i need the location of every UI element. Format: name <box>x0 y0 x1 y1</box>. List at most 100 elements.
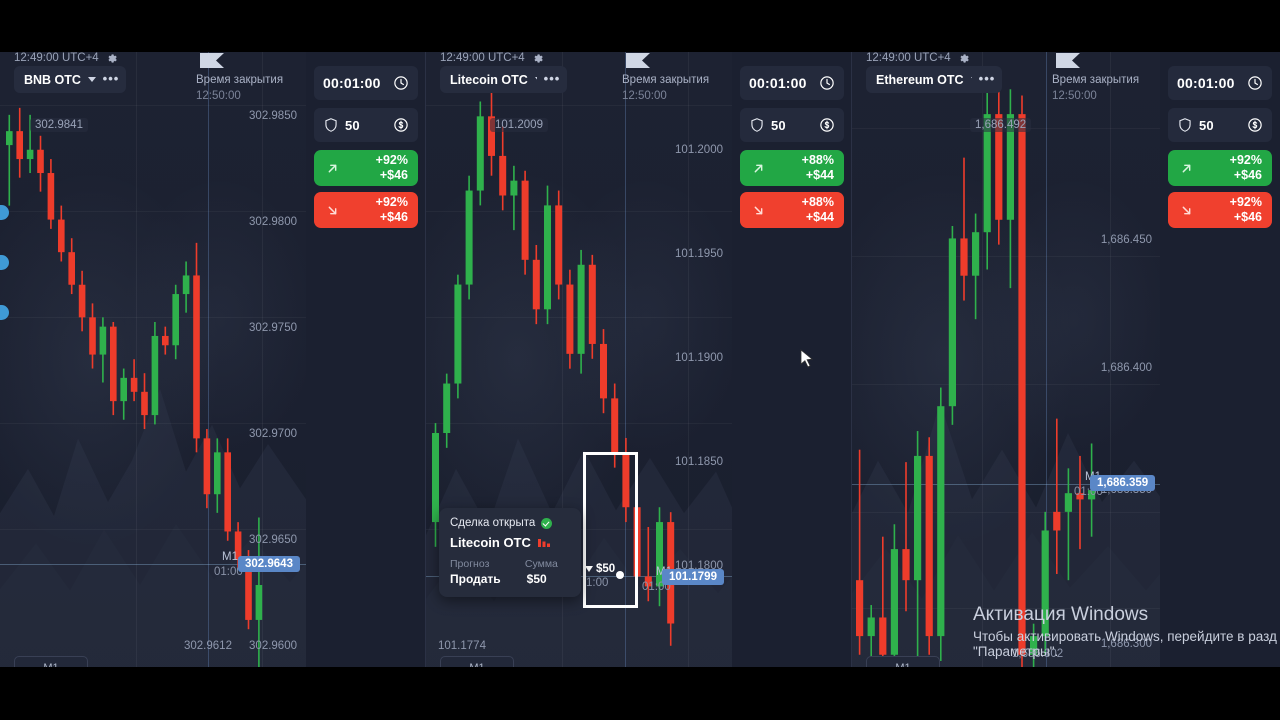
buy-up-button-litecoin[interactable]: +88% +$44 <box>740 150 844 186</box>
expiry-block-bnb[interactable]: 00:01:00 <box>314 66 418 100</box>
amount-group: 50 <box>1177 117 1214 133</box>
current-price-badge-litecoin: 101.1799 <box>662 569 724 585</box>
triangle-down-icon <box>585 566 593 572</box>
axis-price-label: 101.1850 <box>675 456 723 468</box>
deal-column-values: Продать $50 <box>450 572 570 586</box>
order-amount-marker: $50 <box>585 563 615 575</box>
sell-down-button-ethereum[interactable]: +92% +$46 <box>1168 192 1272 228</box>
server-time-row-litecoin: 12:49:00 UTC+4 <box>440 52 543 64</box>
grid-line <box>852 512 1160 513</box>
chart-panel-litecoin[interactable]: Litecoin OTC ••• 12:49:00 UTC+4 101.2009… <box>426 0 852 720</box>
candlestick-series-litecoin <box>432 76 675 646</box>
asset-name-label: Ethereum OTC <box>876 72 964 87</box>
axis-corner-price-bnb: 302.9612 <box>184 640 232 652</box>
candlestick-series-ethereum <box>856 76 1096 717</box>
panel-more-menu-ethereum[interactable]: ••• <box>972 66 1002 93</box>
candlestick-series-bnb <box>6 107 263 686</box>
chart-panel-bnb[interactable]: BNB OTC ••• 12:49:00 UTC+4 302.9841 302.… <box>0 0 426 720</box>
amount-block-bnb[interactable]: 50 <box>314 108 418 142</box>
arrow-down-right-icon <box>754 206 763 214</box>
amount-value: 50 <box>1199 117 1214 133</box>
scale-handle-chip[interactable] <box>0 255 9 270</box>
chart-background <box>852 52 1160 720</box>
grid-line <box>0 423 306 424</box>
asset-name-label: Litecoin OTC <box>450 72 528 87</box>
panel-more-menu-litecoin[interactable]: ••• <box>537 66 567 93</box>
expiry-block-ethereum[interactable]: 00:01:00 <box>1168 66 1272 100</box>
crosshair-vertical <box>625 52 626 720</box>
arrow-down-right-icon <box>1182 206 1191 214</box>
deal-opened-popup[interactable]: Сделка открыта Litecoin OTC Прогноз Сумм… <box>439 508 581 597</box>
sell-down-payout: +$46 <box>1233 210 1262 224</box>
watermark-line-1: Чтобы активировать Windows, перейдите в … <box>973 629 1277 644</box>
amount-block-ethereum[interactable]: 50 <box>1168 108 1272 142</box>
scale-handle-chip[interactable] <box>0 205 9 220</box>
amount-block-litecoin[interactable]: 50 <box>740 108 844 142</box>
current-price-chip-litecoin: 101.2009 <box>490 118 548 132</box>
buy-up-text: +88% +$44 <box>777 153 834 183</box>
asset-selector-ethereum[interactable]: Ethereum OTC <box>866 66 989 93</box>
buy-up-button-bnb[interactable]: +92% +$46 <box>314 150 418 186</box>
buy-up-button-ethereum[interactable]: +92% +$46 <box>1168 150 1272 186</box>
expiry-flag-icon <box>1056 53 1080 68</box>
gear-icon[interactable] <box>532 53 543 64</box>
chart-area-bnb[interactable] <box>0 52 306 720</box>
gear-icon[interactable] <box>106 53 117 64</box>
close-time-label-bnb: Время закрытия <box>196 74 284 86</box>
asset-selector-litecoin[interactable]: Litecoin OTC <box>440 66 553 93</box>
gear-icon[interactable] <box>958 53 969 64</box>
sell-down-payout: +$44 <box>805 210 834 224</box>
axis-price-label: 101.1900 <box>675 352 723 364</box>
order-entry-dot <box>616 571 624 579</box>
trade-highlight-box <box>583 452 638 608</box>
buy-up-percent: +92% <box>1229 153 1262 168</box>
sell-down-button-litecoin[interactable]: +88% +$44 <box>740 192 844 228</box>
axis-price-label: 302.9750 <box>249 322 297 334</box>
windows-activation-watermark: Активация Windows Чтобы активировать Win… <box>973 604 1277 659</box>
buy-up-payout: +$44 <box>805 168 834 182</box>
deal-status-row: Сделка открыта <box>450 517 570 529</box>
price-line-horizontal <box>852 484 1160 485</box>
panel-header-ethereum: Ethereum OTC ••• <box>852 52 1280 108</box>
axis-corner-price-litecoin: 101.1774 <box>438 640 486 652</box>
grid-line <box>426 423 732 424</box>
grid-line <box>688 52 689 720</box>
server-time-label: 12:49:00 UTC+4 <box>440 52 525 64</box>
timeframe-tag-bnb: M1 <box>222 551 238 563</box>
axis-price-label: 1,686.400 <box>1100 362 1152 374</box>
grid-line <box>0 529 306 530</box>
order-amount-label: $50 <box>596 563 616 575</box>
current-price-chip-bnb: 302.9841 <box>30 118 88 132</box>
dollar-icon <box>820 118 834 132</box>
letterbox-top <box>0 0 1280 52</box>
close-time-value-litecoin: 12:50:00 <box>622 90 667 102</box>
check-circle-icon <box>541 517 553 529</box>
grid-line <box>562 52 563 720</box>
scale-handle-chip[interactable] <box>0 305 9 320</box>
arrow-down-right-icon <box>328 206 337 214</box>
sell-down-text: +92% +$46 <box>1205 195 1262 225</box>
watermark-line-2: "Параметры". <box>973 644 1059 659</box>
watermark-title: Активация Windows <box>973 604 1149 625</box>
sell-down-button-bnb[interactable]: +92% +$46 <box>314 192 418 228</box>
more-dots-icon: ••• <box>102 71 120 87</box>
expiry-block-litecoin[interactable]: 00:01:00 <box>740 66 844 100</box>
deal-column-headers: Прогноз Сумма <box>450 558 570 570</box>
close-time-label-ethereum: Время закрытия <box>1052 74 1140 86</box>
buy-up-payout: +$46 <box>379 168 408 182</box>
grid-line <box>0 317 306 318</box>
grid-line <box>426 211 732 212</box>
asset-selector-bnb[interactable]: BNB OTC <box>14 66 106 93</box>
axis-price-label: 302.9700 <box>249 428 297 440</box>
current-price-badge-ethereum: 1,686.359 <box>1090 475 1156 491</box>
buy-up-text: +92% +$46 <box>351 153 408 183</box>
panel-more-menu-bnb[interactable]: ••• <box>96 66 126 93</box>
sell-down-text: +92% +$46 <box>351 195 408 225</box>
expiry-flag-icon <box>626 53 650 68</box>
order-time-label: 1:00 <box>586 577 609 589</box>
current-price-chip-ethereum: 1,686.492 <box>970 118 1032 132</box>
chart-panel-ethereum[interactable]: Ethereum OTC ••• 12:49:00 UTC+4 1,686.49… <box>852 0 1280 720</box>
deal-amount-header: Сумма <box>524 558 558 570</box>
